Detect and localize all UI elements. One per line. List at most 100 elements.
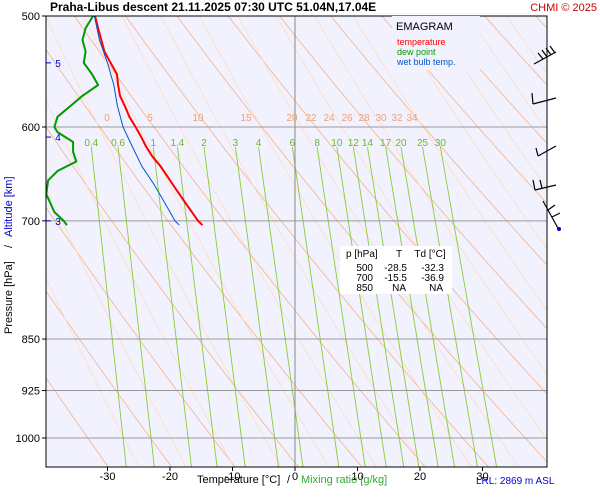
mixing-ratio-line bbox=[385, 146, 439, 467]
altitude-tick-label: 4 bbox=[55, 133, 61, 144]
dry-adiabat-label: 20 bbox=[286, 113, 298, 124]
moist-adiabat-line bbox=[391, 16, 547, 250]
x-tick-label: 10 bbox=[351, 471, 363, 483]
summary-table: p [hPa] T Td [°C] 500 -28.5 -32.3 700 -1… bbox=[340, 246, 452, 294]
chart-title: Praha-Libus descent 21.11.2025 07:30 UTC… bbox=[50, 0, 376, 14]
wind-barb bbox=[535, 145, 557, 157]
mixing-ratio-line bbox=[203, 146, 246, 467]
x-tick-label: 30 bbox=[476, 471, 488, 483]
y-axis-separator: / bbox=[3, 244, 15, 248]
dry-adiabat-line bbox=[381, 16, 547, 204]
legend-item-wet-bulb: wet bulb temp. bbox=[396, 57, 456, 67]
x-tick-label: 20 bbox=[414, 471, 426, 483]
table-row-1-p: 500 bbox=[356, 263, 373, 274]
dry-adiabat-label: 0 bbox=[104, 113, 110, 124]
wind-barbs bbox=[531, 45, 561, 231]
table-row-1-t: -28.5 bbox=[384, 263, 407, 274]
mixing-ratio-label: 0.6 bbox=[111, 138, 125, 149]
dry-adiabat-label: 28 bbox=[358, 113, 370, 124]
dry-adiabat-label: 26 bbox=[341, 113, 353, 124]
dry-adiabat-line bbox=[564, 0, 600, 473]
table-header-t: T bbox=[396, 249, 402, 260]
dry-adiabat-line bbox=[46, 290, 173, 467]
altitude-tick-label: 5 bbox=[55, 59, 61, 70]
dry-adiabat-line bbox=[330, 16, 547, 266]
moist-adiabat-line bbox=[467, 16, 547, 132]
table-row-3-td: NA bbox=[429, 283, 443, 294]
auxiliary-lines bbox=[46, 0, 600, 473]
pressure-grid bbox=[46, 16, 547, 467]
mixing-ratio-line bbox=[400, 146, 455, 467]
dry-adiabat-label: 24 bbox=[323, 113, 335, 124]
dry-adiabat-line bbox=[432, 16, 547, 144]
y-tick-label: 1000 bbox=[16, 433, 40, 445]
wind-barb bbox=[531, 92, 557, 105]
mixing-ratio-label: 20 bbox=[395, 138, 407, 149]
legend-item-temperature: temperature bbox=[397, 37, 446, 47]
plot-area bbox=[46, 16, 547, 467]
moist-adiabat-line bbox=[314, 16, 547, 375]
mixing-ratio-label: 4 bbox=[256, 138, 262, 149]
mixing-ratio-label: 10 bbox=[331, 138, 343, 149]
mixing-ratio-label: 17 bbox=[380, 138, 392, 149]
x-axis-label-2: Mixing ratio [g/kg] bbox=[301, 474, 387, 486]
legend-item-dew-point: dew point bbox=[397, 47, 436, 57]
x-tick-label: -30 bbox=[100, 471, 116, 483]
y-axis-title: Pressure [hPa] / Altitude [km] bbox=[3, 176, 15, 334]
mixing-ratio-line bbox=[291, 146, 340, 467]
lrl-label: LRL: 2869 m ASL bbox=[476, 476, 555, 487]
mixing-ratio-line bbox=[117, 146, 155, 467]
y-tick-label: 850 bbox=[22, 334, 40, 346]
legend: EMAGRAM temperature dew point wet bulb t… bbox=[392, 16, 480, 70]
surface-marker bbox=[557, 227, 561, 231]
mixing-ratio-line bbox=[90, 146, 127, 467]
mixing-ratio-label: 14 bbox=[362, 138, 374, 149]
table-row-3-t: NA bbox=[392, 283, 406, 294]
mixing-ratio-label: 8 bbox=[314, 138, 320, 149]
y-tick-label: 500 bbox=[22, 11, 40, 23]
wind-barb bbox=[542, 200, 561, 231]
table-row-3-p: 850 bbox=[356, 283, 373, 294]
altitude-tick-label: 3 bbox=[55, 217, 61, 228]
mixing-ratio-line bbox=[439, 146, 498, 467]
dry-adiabat-label: 34 bbox=[406, 113, 418, 124]
moist-adiabat-line bbox=[46, 16, 282, 467]
mixing-ratio-label: 6 bbox=[290, 138, 296, 149]
mixing-ratio-line bbox=[258, 146, 304, 467]
table-row-2-t: -15.5 bbox=[384, 273, 407, 284]
series-line-temperature bbox=[94, 16, 204, 226]
dry-adiabat-label: 5 bbox=[147, 113, 153, 124]
mixing-ratio-line bbox=[336, 146, 387, 467]
table-header-p: p [hPa] bbox=[346, 249, 378, 260]
y-axis-label: Pressure [hPa] bbox=[3, 261, 15, 334]
wind-barb bbox=[533, 45, 557, 65]
dry-adiabat-line bbox=[46, 48, 363, 467]
mixing-ratio-label: 25 bbox=[417, 138, 429, 149]
dry-adiabat-line bbox=[125, 16, 490, 467]
dry-adiabat-line bbox=[46, 377, 109, 467]
y-tick-label: 600 bbox=[22, 122, 40, 134]
table-row-1-td: -32.3 bbox=[421, 263, 444, 274]
wind-barb bbox=[532, 179, 557, 191]
dry-adiabat-line bbox=[278, 16, 547, 330]
mixing-ratio-line bbox=[234, 146, 279, 467]
credit-label: CHMI © 2025 bbox=[530, 2, 597, 14]
series-line-dew-point bbox=[46, 16, 100, 226]
dry-adiabat-line bbox=[73, 16, 426, 467]
mixing-ratio-line bbox=[367, 146, 420, 467]
y-axis-label-2: Altitude [km] bbox=[3, 176, 15, 237]
moist-adiabat-line bbox=[429, 16, 547, 190]
series-group bbox=[46, 16, 204, 226]
dry-adiabat-line bbox=[46, 126, 299, 467]
x-tick-label: -20 bbox=[162, 471, 178, 483]
mixing-ratio-line bbox=[352, 146, 405, 467]
mixing-ratio-label: 3 bbox=[233, 138, 239, 149]
x-axis-title: Temperature [°C] / Mixing ratio [g/kg] bbox=[197, 474, 387, 486]
moist-adiabat-line bbox=[46, 186, 187, 467]
dry-adiabat-label: 15 bbox=[240, 113, 252, 124]
legend-title: EMAGRAM bbox=[396, 21, 453, 33]
x-axis-label: Temperature [°C] bbox=[197, 474, 280, 486]
moist-adiabat-line bbox=[352, 16, 547, 312]
mixing-ratio-label: 12 bbox=[348, 138, 360, 149]
